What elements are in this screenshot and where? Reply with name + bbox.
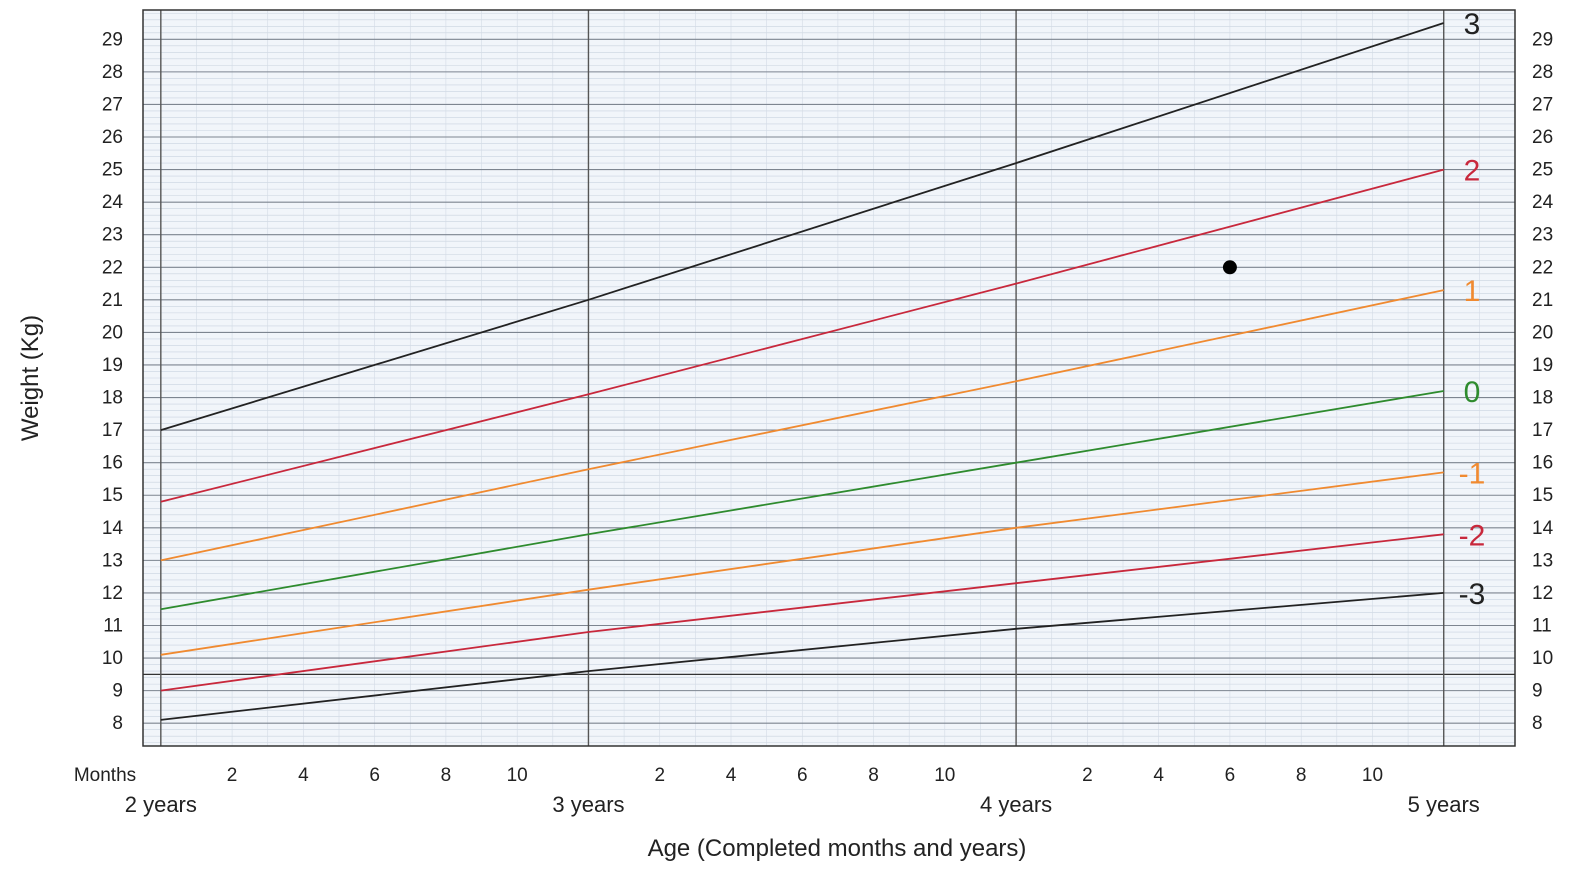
plot-border [142, 9, 1516, 747]
x-month-tick-label: 6 [369, 765, 380, 786]
x-month-tick-label: 4 [1153, 765, 1164, 786]
series-label-2: 2 [1464, 155, 1481, 188]
y-tick-label-left: 13 [102, 550, 123, 571]
y-tick-label-right: 26 [1532, 127, 1553, 148]
y-tick-label-left: 17 [102, 420, 123, 441]
y-tick-label-left: 9 [112, 681, 123, 702]
x-month-tick-label: 2 [1082, 765, 1093, 786]
y-tick-label-left: 14 [102, 518, 124, 539]
y-tick-label-right: 24 [1532, 192, 1554, 213]
y-tick-label-left: 18 [102, 388, 123, 409]
series-label--3: -3 [1459, 578, 1486, 611]
y-tick-label-left: 29 [102, 29, 123, 50]
x-year-tick-label: 5 years [1408, 792, 1480, 817]
y-tick-label-right: 21 [1532, 290, 1553, 311]
x-month-tick-label: 8 [868, 765, 879, 786]
months-label: Months [74, 765, 136, 786]
y-tick-label-left: 11 [103, 616, 123, 637]
x-month-tick-label: 8 [441, 765, 452, 786]
x-axis-label: Age (Completed months and years) [648, 835, 1027, 862]
x-month-tick-label: 10 [934, 765, 955, 786]
y-tick-label-left: 28 [102, 62, 123, 83]
series-label--2: -2 [1459, 519, 1486, 552]
x-month-tick-label: 10 [1362, 765, 1383, 786]
y-tick-label-right: 8 [1532, 713, 1543, 734]
series-label--1: -1 [1459, 457, 1486, 490]
y-tick-label-left: 15 [102, 485, 123, 506]
y-tick-label-right: 11 [1532, 616, 1552, 637]
y-tick-label-left: 23 [102, 225, 123, 246]
x-year-tick-label: 3 years [552, 792, 624, 817]
series-line-0 [160, 390, 1444, 611]
y-tick-label-right: 27 [1532, 94, 1553, 115]
series-line--2 [160, 533, 1444, 692]
x-month-tick-label: 6 [797, 765, 808, 786]
series-label-0: 0 [1464, 376, 1481, 409]
y-tick-label-right: 22 [1532, 257, 1553, 278]
y-tick-label-right: 10 [1532, 648, 1553, 669]
series-line--1 [160, 471, 1444, 656]
y-tick-label-left: 21 [102, 290, 123, 311]
y-tick-label-right: 18 [1532, 388, 1553, 409]
y-tick-label-right: 14 [1532, 518, 1554, 539]
x-month-tick-label: 4 [298, 765, 309, 786]
series-line-1 [160, 289, 1444, 562]
y-tick-label-left: 26 [102, 127, 123, 148]
y-tick-label-left: 27 [102, 94, 123, 115]
y-tick-label-right: 9 [1532, 681, 1543, 702]
y-tick-label-right: 23 [1532, 225, 1553, 246]
y-tick-label-left: 25 [102, 160, 123, 181]
x-month-tick-label: 2 [654, 765, 665, 786]
y-tick-label-left: 8 [112, 713, 123, 734]
x-year-tick-label: 2 years [125, 792, 197, 817]
y-tick-label-left: 20 [102, 322, 123, 343]
y-tick-label-left: 22 [102, 257, 123, 278]
y-tick-label-right: 29 [1532, 29, 1553, 50]
series-label-3: 3 [1464, 8, 1481, 41]
y-axis-label: Weight (Kg) [17, 315, 44, 441]
y-tick-label-left: 24 [102, 192, 124, 213]
x-month-tick-label: 8 [1296, 765, 1307, 786]
x-year-tick-label: 4 years [980, 792, 1052, 817]
y-tick-label-right: 25 [1532, 160, 1553, 181]
x-month-tick-label: 10 [507, 765, 528, 786]
x-month-tick-label: 2 [227, 765, 238, 786]
y-tick-label-right: 20 [1532, 322, 1553, 343]
series-line-2 [160, 168, 1444, 503]
y-tick-label-left: 12 [102, 583, 123, 604]
series-line--3 [160, 592, 1444, 721]
y-tick-label-right: 28 [1532, 62, 1553, 83]
series-label-1: 1 [1464, 275, 1481, 308]
x-month-tick-label: 4 [726, 765, 737, 786]
y-tick-label-right: 13 [1532, 550, 1553, 571]
y-tick-label-left: 16 [102, 453, 123, 474]
y-tick-label-right: 16 [1532, 453, 1553, 474]
y-tick-label-right: 17 [1532, 420, 1553, 441]
data-point [1222, 260, 1237, 275]
y-tick-label-right: 15 [1532, 485, 1553, 506]
y-tick-label-right: 12 [1532, 583, 1553, 604]
y-tick-label-left: 10 [102, 648, 123, 669]
y-tick-label-right: 19 [1532, 355, 1553, 376]
series-line-3 [160, 22, 1444, 431]
y-tick-label-left: 19 [102, 355, 123, 376]
x-month-tick-label: 6 [1225, 765, 1236, 786]
